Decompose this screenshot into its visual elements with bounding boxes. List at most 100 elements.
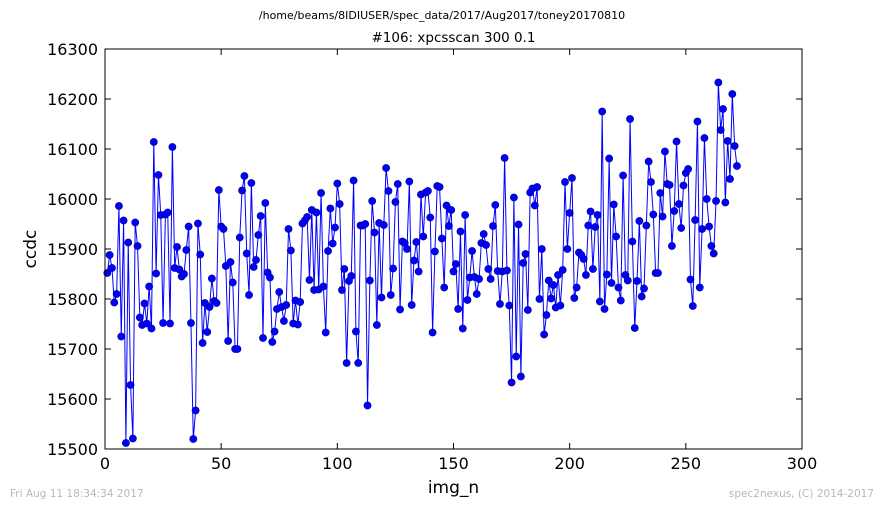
footer-timestamp: Fri Aug 11 18:34:34 2017 [10,488,144,500]
data-point [154,171,163,179]
data-point [149,138,158,146]
data-point [326,204,335,213]
data-point [203,328,212,336]
data-point [347,272,356,280]
data-point [728,90,737,98]
x-tick-label: 250 [671,454,702,473]
data-point [386,291,395,299]
data-point [535,295,544,303]
data-point [282,301,291,309]
data-point [268,338,277,346]
data-point [605,154,614,163]
data-point [245,291,253,299]
data-point [372,321,381,329]
data-point [572,283,581,292]
data-point [505,301,514,310]
data-point [163,208,172,217]
data-point [333,179,342,188]
data-point [507,378,516,387]
data-point [363,401,372,410]
data-point [228,278,237,287]
data-point [214,186,223,194]
data-point [582,271,590,279]
data-point [516,372,525,381]
data-point [667,242,676,250]
data-point [261,199,270,207]
data-point [523,306,532,314]
data-point [108,264,116,272]
data-point [122,439,130,447]
data-point [647,178,655,186]
data-point [700,134,709,142]
data-point [468,247,476,255]
data-point [296,298,305,306]
data-point [437,234,446,243]
data-point [677,224,686,232]
data-point [586,207,595,216]
data-point [391,198,400,206]
data-point [623,276,632,285]
data-point [633,277,641,285]
data-point [135,313,144,322]
data-point [279,317,288,325]
data-point [593,211,602,219]
data-point [691,216,700,224]
data-point [619,171,627,180]
data-point [602,270,611,279]
data-point [233,345,242,353]
data-point [370,228,379,237]
chart-title: #106: xpcsscan 300 0.1 [371,30,536,46]
data-point [670,207,679,215]
data-point [656,189,665,197]
data-point [626,115,634,123]
data-point [654,269,662,277]
data-point [484,265,493,273]
plot-frame [104,48,803,450]
data-point [115,202,123,210]
data-point [175,265,184,274]
data-point [584,221,593,230]
data-point [338,286,346,294]
y-tick-label: 16000 [47,190,98,209]
data-point [658,212,667,221]
ticks-layer: 0 50 100 150 200 250 300 15500 15600 15700 15800 15… [47,40,817,473]
data-point [510,193,518,202]
data-point [407,301,416,309]
data-point [168,143,177,151]
x-tick-label: 0 [100,454,110,473]
data-point [196,250,205,259]
series-line [106,82,738,444]
data-point [377,293,386,302]
data-point [194,219,202,228]
data-point [259,334,267,342]
data-point [182,246,191,254]
x-tick-label: 100 [322,454,353,473]
data-point [133,242,142,250]
data-point [579,255,588,263]
data-point [519,259,528,267]
data-point [247,179,256,187]
data-point [591,223,600,231]
data-point [595,297,604,306]
data-point [256,212,265,220]
data-point [440,283,449,292]
data-point [709,249,718,258]
data-point [419,232,428,241]
data-point [275,288,284,296]
data-point [491,201,500,209]
data-point [128,434,137,443]
data-point [705,222,713,231]
data-point [191,406,200,415]
data-point [607,279,616,287]
data-point [205,303,214,311]
data-point [424,187,432,195]
data-point [637,292,646,301]
y-tick-label: 16100 [47,140,98,159]
data-point [124,238,133,247]
data-point [712,197,720,205]
x-tick-label: 300 [787,454,818,473]
data-point [240,172,249,180]
data-point [570,294,579,302]
data-point [649,210,658,219]
